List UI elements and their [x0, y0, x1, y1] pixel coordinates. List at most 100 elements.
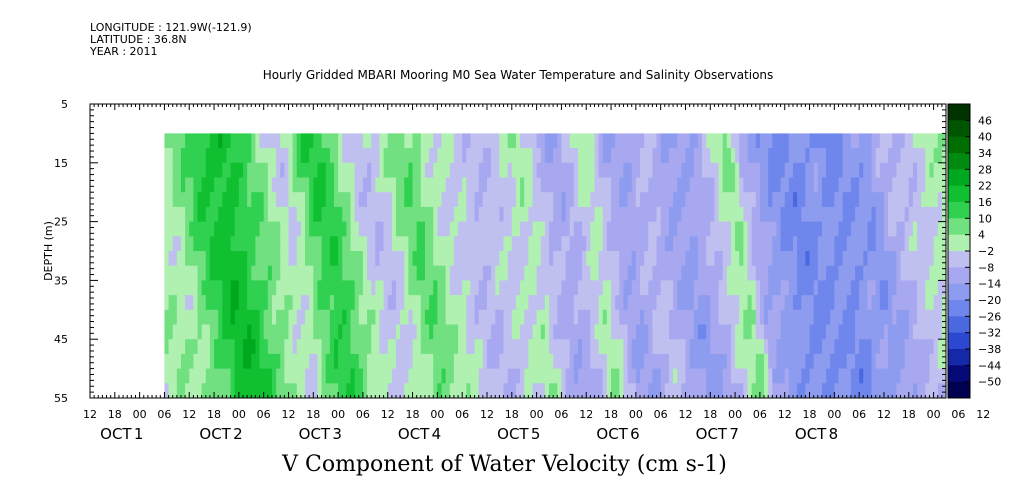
heatmap-cell	[793, 133, 798, 149]
heatmap-cell	[726, 383, 732, 398]
heatmap-cell	[474, 265, 480, 281]
heatmap-cell	[855, 295, 860, 311]
heatmap-cell	[180, 162, 186, 179]
heatmap-cell	[917, 162, 922, 179]
heatmap-cell	[218, 280, 223, 296]
heatmap-cell	[424, 339, 430, 355]
heatmap-cell	[387, 236, 393, 252]
heatmap-cell	[549, 221, 554, 237]
heatmap-cell	[611, 368, 616, 384]
heatmap-cell	[396, 309, 401, 326]
heatmap-cell	[482, 353, 488, 370]
heatmap-cell	[292, 192, 298, 208]
heatmap-cell	[474, 221, 480, 237]
heatmap-cell	[925, 162, 931, 179]
heatmap-cell	[842, 133, 848, 149]
heatmap-cell	[917, 324, 922, 340]
day-month-label: OCT	[398, 425, 430, 443]
heatmap-cell	[627, 309, 633, 326]
heatmap-cell	[449, 236, 455, 252]
heatmap-cell	[780, 280, 786, 296]
heatmap-cell	[714, 280, 720, 296]
heatmap-cell	[784, 192, 790, 208]
heatmap-cell	[702, 177, 707, 193]
heatmap-cell	[358, 133, 364, 149]
heatmap-cell	[491, 383, 496, 398]
heatmap-cell	[817, 251, 823, 267]
heatmap-cell	[846, 192, 852, 208]
heatmap-cell	[751, 383, 757, 398]
heatmap-cell	[577, 236, 583, 252]
heatmap-cell	[515, 236, 521, 252]
heatmap-cell	[817, 368, 823, 384]
heatmap-cell	[333, 148, 339, 164]
heatmap-cell	[470, 353, 476, 370]
heatmap-cell	[631, 295, 637, 311]
heatmap-cell	[772, 192, 778, 208]
heatmap-cell	[941, 221, 946, 237]
heatmap-cell	[193, 162, 199, 179]
heatmap-cell	[904, 309, 910, 326]
heatmap-cell	[668, 251, 674, 267]
heatmap-cell	[850, 295, 856, 311]
heatmap-cell	[549, 148, 554, 164]
heatmap-cell	[296, 206, 302, 223]
heatmap-cell	[503, 368, 509, 384]
heatmap-cell	[710, 206, 716, 223]
heatmap-cell	[759, 221, 765, 237]
heatmap-cell	[511, 206, 517, 223]
heatmap-cell	[941, 339, 946, 355]
heatmap-cell	[929, 324, 935, 340]
heatmap-cell	[350, 324, 356, 340]
heatmap-cell	[623, 177, 629, 193]
heatmap-cell	[850, 383, 856, 398]
heatmap-cell	[793, 383, 798, 398]
day-number-label: 4	[432, 425, 442, 443]
heatmap-cell	[189, 251, 194, 267]
heatmap-cell	[441, 280, 447, 296]
heatmap-cell	[635, 177, 641, 193]
heatmap-cell	[735, 324, 740, 340]
heatmap-cell	[267, 353, 273, 370]
heatmap-cell	[309, 236, 314, 252]
heatmap-cell	[458, 309, 463, 326]
heatmap-cell	[247, 368, 252, 384]
heatmap-cell	[404, 177, 410, 193]
heatmap-cell	[677, 280, 682, 296]
heatmap-cell	[817, 353, 823, 370]
heatmap-cell	[466, 368, 472, 384]
heatmap-cell	[317, 353, 323, 370]
heatmap-cell	[321, 133, 327, 149]
heatmap-cell	[594, 206, 600, 223]
colorbar-swatch	[948, 185, 970, 203]
heatmap-cell	[524, 177, 529, 193]
heatmap-cell	[205, 353, 211, 370]
heatmap-cell	[912, 309, 918, 326]
heatmap-cell	[255, 383, 261, 398]
heatmap-cell	[383, 236, 389, 252]
heatmap-cell	[677, 339, 682, 355]
heatmap-cell	[251, 162, 257, 179]
heatmap-cell	[267, 177, 273, 193]
heatmap-cell	[569, 162, 575, 179]
heatmap-cell	[466, 192, 472, 208]
heatmap-cell	[400, 280, 405, 296]
heatmap-cell	[305, 309, 310, 326]
colorbar-tick-label: 16	[978, 196, 992, 209]
heatmap-cell	[611, 353, 616, 370]
heatmap-cell	[482, 236, 488, 252]
heatmap-cell	[652, 295, 658, 311]
heatmap-cell	[532, 192, 538, 208]
heatmap-cell	[474, 192, 480, 208]
heatmap-cell	[793, 353, 798, 370]
heatmap-cell	[532, 339, 538, 355]
heatmap-cell	[453, 324, 459, 340]
heatmap-cell	[846, 353, 852, 370]
heatmap-cell	[263, 339, 269, 355]
heatmap-cell	[623, 324, 629, 340]
heatmap-cell	[358, 177, 364, 193]
heatmap-cell	[180, 265, 186, 281]
heatmap-cell	[429, 383, 434, 398]
heatmap-cell	[673, 251, 678, 267]
heatmap-cell	[859, 162, 864, 179]
